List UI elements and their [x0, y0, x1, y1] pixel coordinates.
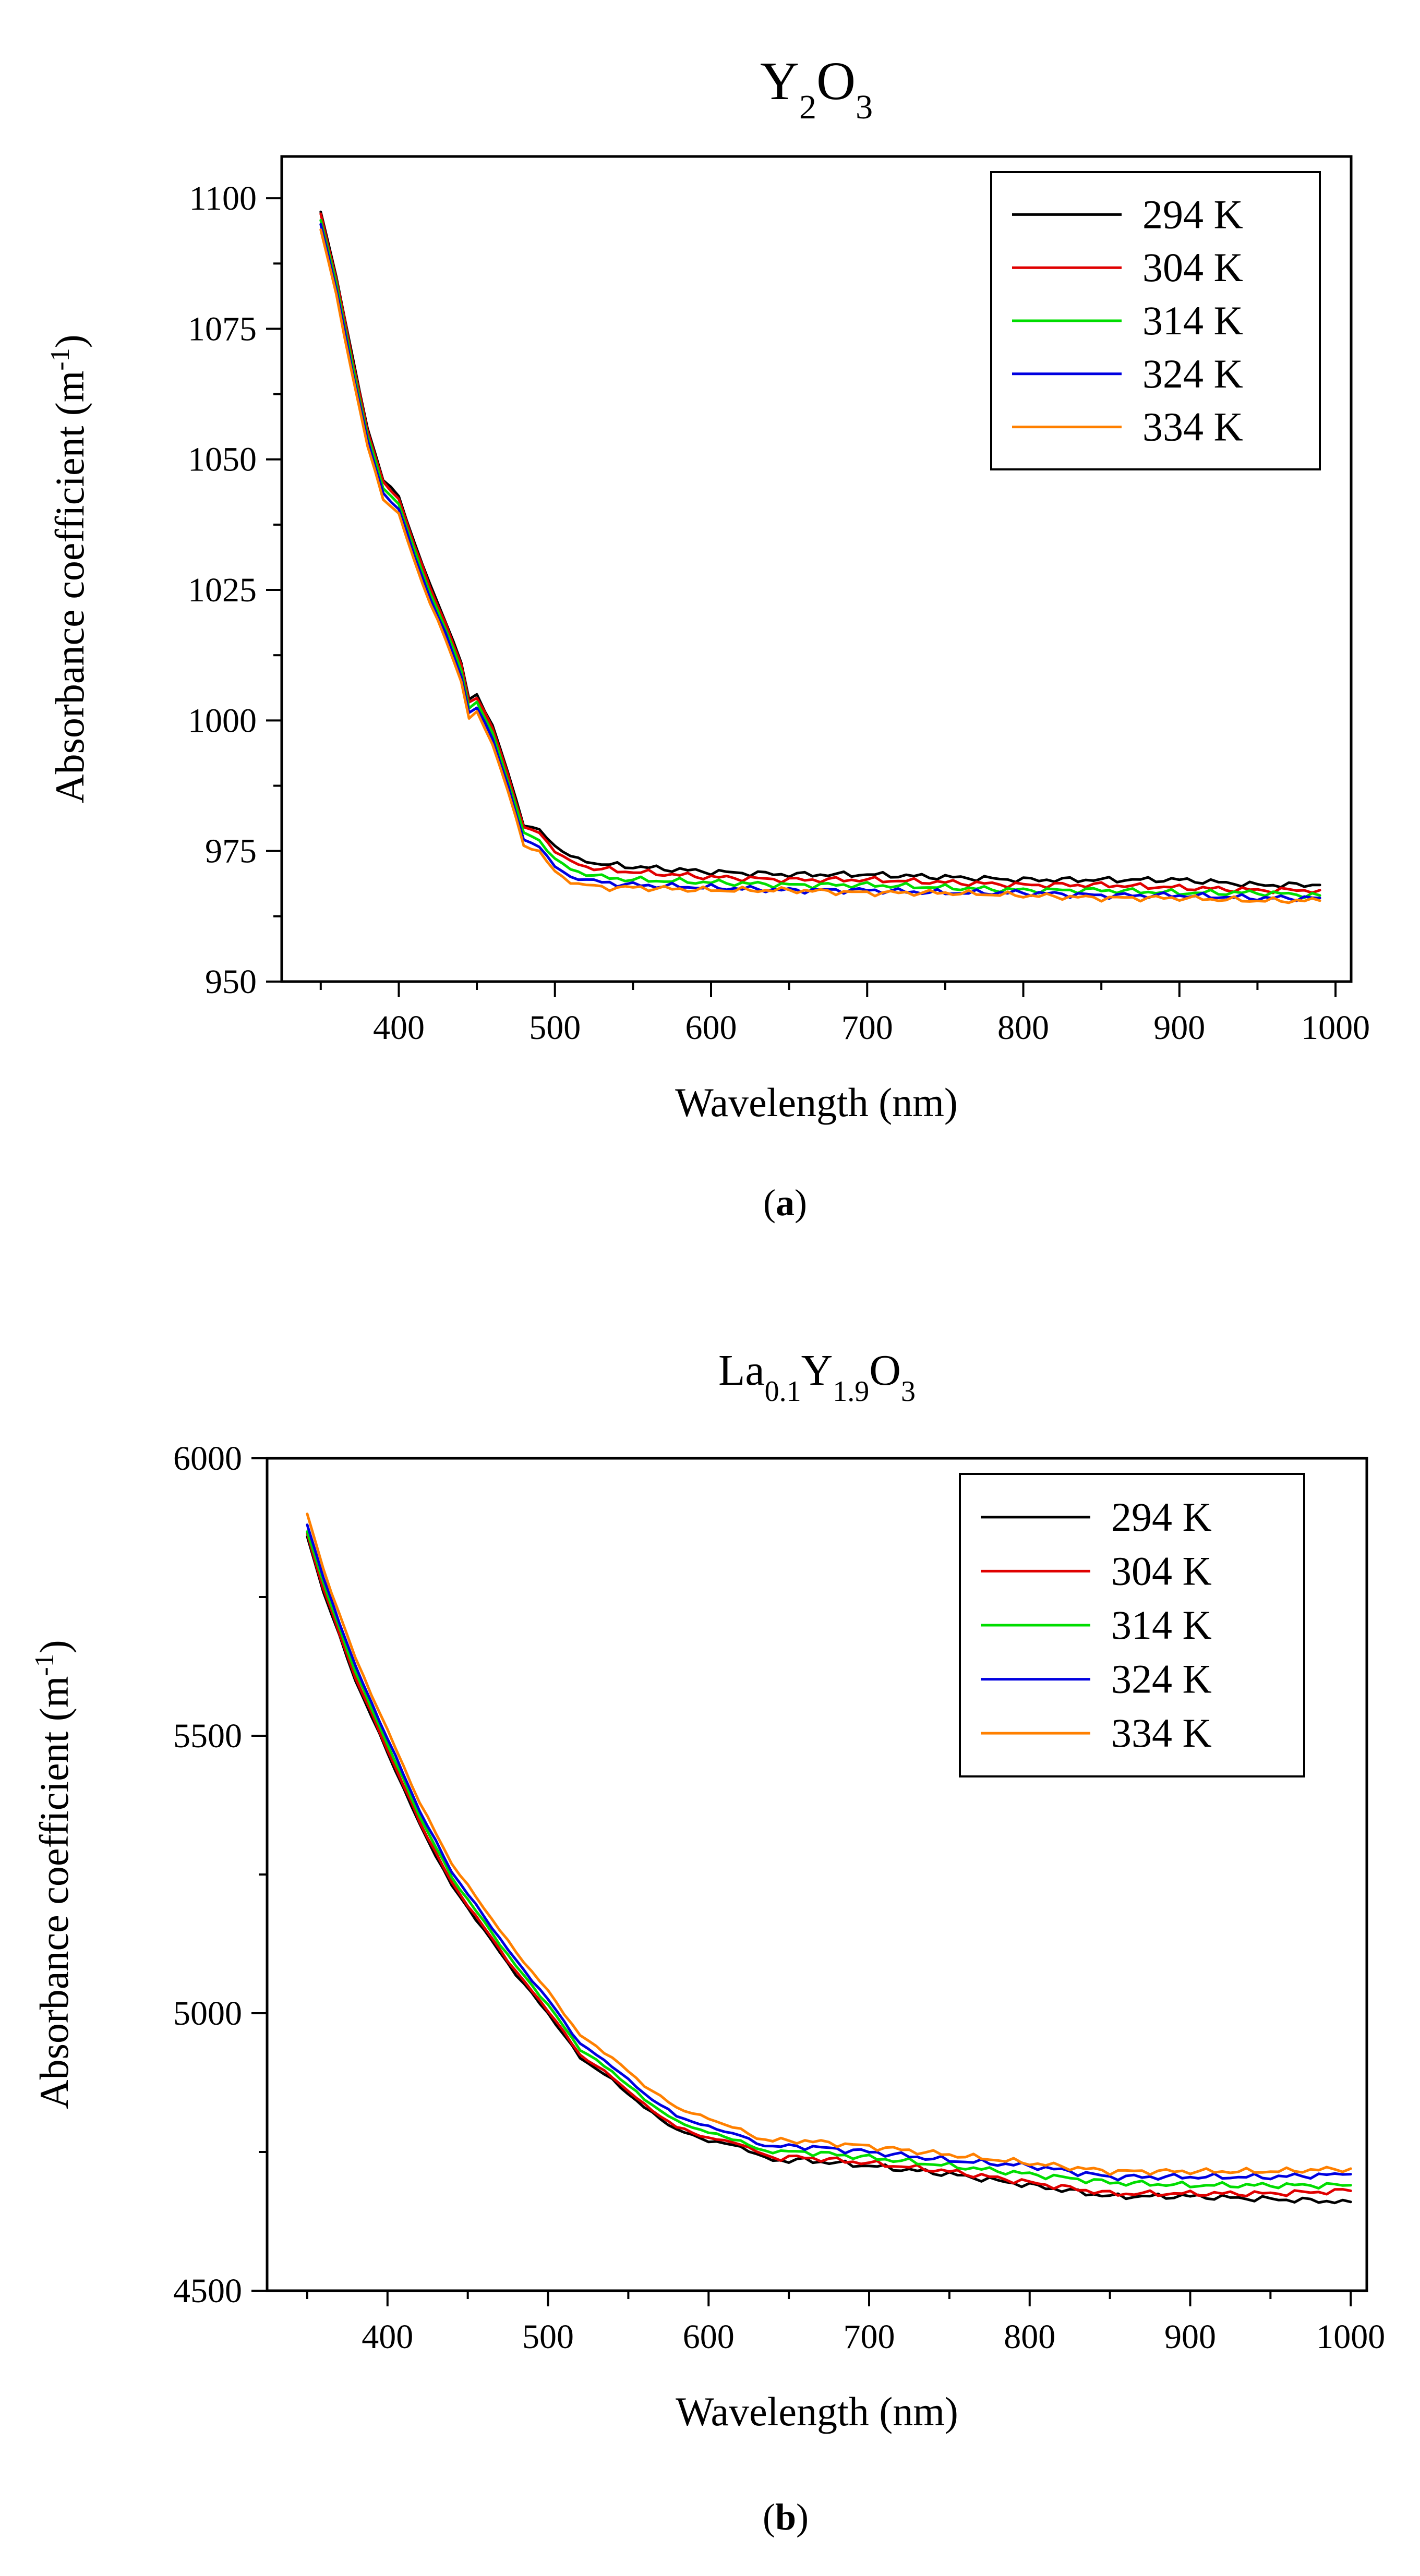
y-tick-label: 950: [205, 963, 257, 1001]
x-tick-label: 700: [844, 2318, 895, 2356]
series-line-304k: [306, 1531, 1352, 2198]
title-part: O: [816, 51, 856, 111]
panel-label-open: (: [763, 1182, 776, 1224]
x-tick-label: 400: [362, 2318, 413, 2356]
x-tick-label: 1000: [1316, 2318, 1385, 2356]
panel-label-close: ): [796, 2496, 809, 2538]
x-tick-label: 400: [373, 1009, 425, 1047]
legend-label: 314 K: [1111, 1602, 1212, 1648]
title-subscript: 0.1: [765, 1375, 801, 1408]
x-tick-label: 1000: [1301, 1009, 1370, 1047]
y-tick-label: 1075: [188, 310, 257, 348]
legend-label: 334 K: [1111, 1710, 1212, 1756]
series-line-294k: [306, 1535, 1352, 2205]
title-subscript: 1.9: [833, 1375, 869, 1408]
title-part: O: [869, 1346, 901, 1395]
x-tick-label: 600: [685, 1009, 737, 1047]
x-tick-label: 900: [1153, 1009, 1205, 1047]
title-subscript: 2: [799, 88, 816, 126]
title-part: La: [718, 1346, 765, 1395]
title-part: Y: [801, 1346, 833, 1395]
y-axis-title-close: ): [47, 334, 92, 348]
y-axis-title-main: Absorbance coefficient (m: [31, 1676, 77, 2109]
legend-label: 304 K: [1142, 245, 1243, 290]
panel-label-letter: a: [776, 1182, 795, 1224]
chart-panel-b: La0.1Y1.9O3 400 500 600 700 800 900 1000 4500 500…: [30, 1346, 1386, 2538]
panel-label-open: (: [763, 2496, 775, 2538]
series-line-314k: [319, 219, 1321, 899]
title-subscript: 3: [901, 1375, 916, 1408]
legend-label: 324 K: [1111, 1656, 1212, 1702]
y-axis-title: Absorbance coefficient (m-1): [45, 334, 93, 804]
series-line-334k: [306, 1513, 1352, 2176]
y-tick-label: 975: [205, 832, 257, 870]
x-tick-label: 500: [529, 1009, 581, 1047]
y-axis-title-superscript: -1: [30, 1653, 59, 1676]
y-tick-label: 1000: [188, 702, 257, 740]
series-line-334k: [319, 228, 1321, 904]
legend-label: 334 K: [1142, 404, 1243, 450]
y-axis-title-main: Absorbance coefficient (m: [47, 371, 92, 804]
legend: 294 K 304 K 314 K 324 K 334 K: [959, 1473, 1305, 1777]
x-tick-label: 700: [841, 1009, 893, 1047]
y-axis-title: Absorbance coefficient (m-1): [30, 1640, 77, 2109]
plot-frame: [280, 155, 1353, 983]
chart-title: Y2O3: [760, 51, 873, 126]
title-subscript: 3: [856, 88, 873, 126]
panel-label-letter: b: [775, 2496, 796, 2538]
x-tick-label: 500: [522, 2318, 574, 2356]
y-tick-label: 6000: [173, 1440, 242, 1478]
x-tick-label: 900: [1164, 2318, 1216, 2356]
y-tick-label: 1050: [188, 441, 257, 479]
series-line-324k: [306, 1523, 1352, 2182]
y-tick-label: 5000: [173, 1994, 242, 2033]
x-tick-label: 800: [997, 1009, 1049, 1047]
y-axis-title-close: ): [31, 1640, 77, 1653]
chart-title: La0.1Y1.9O3: [718, 1346, 916, 1408]
x-axis-title: Wavelength (nm): [676, 2389, 958, 2434]
title-part: Y: [760, 51, 799, 111]
y-tick-label: 1100: [189, 179, 257, 217]
chart-panel-a: Y2O3 400 500 600 700 800 900 1000 950 975 1000 1025…: [45, 51, 1370, 1224]
legend-label: 294 K: [1142, 191, 1243, 237]
legend-label: 314 K: [1142, 298, 1243, 343]
legend-label: 324 K: [1142, 351, 1243, 396]
y-tick-label: 4500: [173, 2272, 242, 2310]
x-axis-title: Wavelength (nm): [675, 1080, 958, 1125]
legend-label: 294 K: [1111, 1494, 1212, 1540]
panel-label: (b): [763, 2496, 809, 2538]
series-line-304k: [319, 212, 1321, 894]
y-tick-label: 1025: [188, 571, 257, 609]
x-tick-label: 800: [1004, 2318, 1055, 2356]
legend: 294 K 304 K 314 K 324 K 334 K: [990, 171, 1321, 470]
panel-label: (a): [763, 1182, 807, 1224]
legend-label: 304 K: [1111, 1548, 1212, 1593]
y-tick-label: 5500: [173, 1717, 242, 1755]
x-tick-label: 600: [683, 2318, 735, 2356]
panel-label-close: ): [795, 1182, 807, 1224]
series-line-314k: [306, 1530, 1352, 2190]
y-axis-title-superscript: -1: [45, 348, 75, 370]
